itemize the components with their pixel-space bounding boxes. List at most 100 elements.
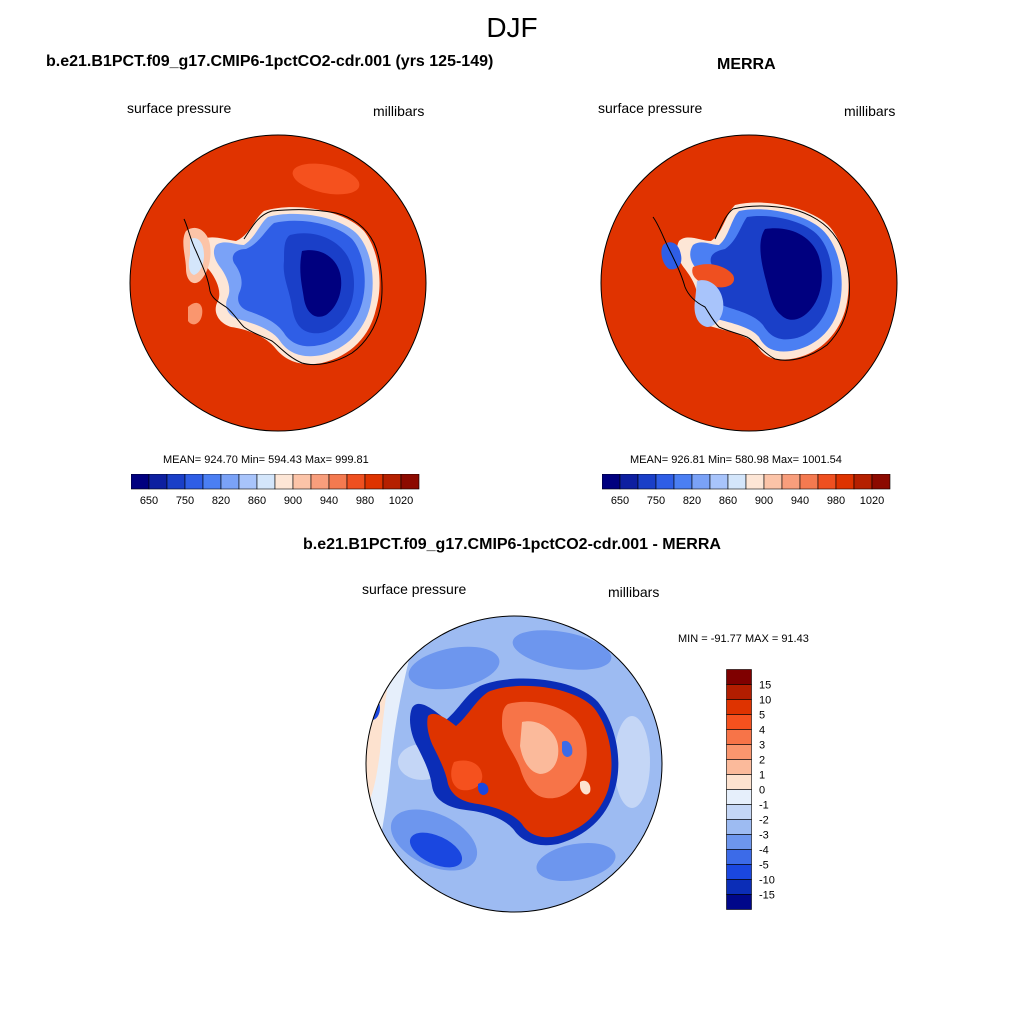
- colorbar-swatch: [835, 474, 855, 490]
- colorbar-swatch: [726, 774, 752, 790]
- colorbar-tick-label: 940: [791, 495, 809, 507]
- model-map: [129, 134, 427, 432]
- obs-antarctica-field: [661, 202, 849, 360]
- colorbar-swatch: [726, 759, 752, 775]
- model-panel-title: b.e21.B1PCT.f09_g17.CMIP6-1pctCO2-cdr.00…: [46, 53, 494, 70]
- colorbar-tick-label: 2: [759, 755, 765, 767]
- model-colorbar: 650 750 820 860 900 940 980 1020: [131, 474, 420, 507]
- colorbar-swatch: [726, 744, 752, 760]
- colorbar-tick-label: 750: [647, 495, 665, 507]
- colorbar-swatch: [131, 474, 150, 490]
- model-variable-label: surface pressure: [127, 100, 232, 116]
- model-coastline: [183, 209, 383, 366]
- model-antarctica-field: [183, 207, 380, 365]
- colorbar-swatch: [726, 714, 752, 730]
- colorbar-tick-label: 900: [755, 495, 773, 507]
- colorbar-tick-label: 0: [759, 785, 765, 797]
- colorbar-tick-label: 860: [719, 495, 737, 507]
- colorbar-swatch: [274, 474, 294, 490]
- colorbar-swatch: [726, 684, 752, 700]
- diff-units-label: millibars: [608, 584, 660, 600]
- colorbar-tick-label: 900: [284, 495, 302, 507]
- colorbar-tick-label: -1: [759, 800, 769, 812]
- colorbar-swatch: [726, 729, 752, 745]
- colorbar-swatch: [727, 474, 747, 490]
- obs-units-label: millibars: [844, 103, 896, 119]
- colorbar-swatch: [166, 474, 186, 490]
- colorbar-swatch: [853, 474, 873, 490]
- colorbar-tick-label: 15: [759, 680, 771, 692]
- obs-panel-title: MERRA: [717, 56, 776, 73]
- diff-antarctica-field: [427, 685, 612, 838]
- colorbar-tick-label: 980: [356, 495, 374, 507]
- obs-stats: MEAN= 926.81 Min= 580.98 Max= 1001.54: [630, 454, 842, 466]
- colorbar-swatch: [726, 879, 752, 895]
- colorbar-tick-label: -3: [759, 830, 769, 842]
- colorbar-swatch: [184, 474, 204, 490]
- colorbar-swatch: [220, 474, 240, 490]
- model-stats: MEAN= 924.70 Min= 594.43 Max= 999.81: [163, 454, 369, 466]
- colorbar-swatch: [148, 474, 168, 490]
- colorbar-swatch: [726, 699, 752, 715]
- obs-map: [600, 134, 898, 432]
- diff-stats: MIN = -91.77 MAX = 91.43: [678, 633, 809, 645]
- colorbar-swatch: [256, 474, 276, 490]
- colorbar-swatch: [691, 474, 711, 490]
- colorbar-tick-label: 650: [140, 495, 158, 507]
- colorbar-swatch: [619, 474, 639, 490]
- colorbar-swatch: [382, 474, 402, 490]
- colorbar-tick-label: -5: [759, 860, 769, 872]
- colorbar-tick-label: 5: [759, 710, 765, 722]
- model-map-border: [129, 134, 427, 432]
- colorbar-tick-label: 940: [320, 495, 338, 507]
- colorbar-swatch: [655, 474, 675, 490]
- colorbar-swatch: [726, 834, 752, 850]
- colorbar-tick-label: 650: [611, 495, 629, 507]
- obs-map-border: [600, 134, 898, 432]
- colorbar-swatch: [871, 474, 891, 490]
- colorbar-tick-label: 4: [759, 725, 765, 737]
- colorbar-tick-label: 3: [759, 740, 765, 752]
- colorbar-swatch: [400, 474, 420, 490]
- colorbar-swatch: [637, 474, 657, 490]
- colorbar-tick-label: 750: [176, 495, 194, 507]
- obs-colorbar: 650 750 820 860 900 940 980 1020: [602, 474, 891, 507]
- colorbar-swatch: [346, 474, 366, 490]
- colorbar-swatch: [726, 789, 752, 805]
- colorbar-swatch: [709, 474, 729, 490]
- colorbar-tick-label: 980: [827, 495, 845, 507]
- colorbar-swatch: [763, 474, 783, 490]
- colorbar-swatch: [726, 894, 752, 910]
- colorbar-swatch: [745, 474, 765, 490]
- diff-variable-label: surface pressure: [362, 581, 467, 597]
- diff-map-border: [365, 615, 663, 913]
- colorbar-tick-label: -15: [759, 890, 775, 902]
- colorbar-tick-label: 10: [759, 695, 771, 707]
- colorbar-swatch: [202, 474, 222, 490]
- colorbar-swatch: [292, 474, 312, 490]
- colorbar-tick-label: 860: [248, 495, 266, 507]
- colorbar-swatch: [726, 669, 752, 685]
- colorbar-swatch: [726, 864, 752, 880]
- main-title: DJF: [486, 12, 538, 43]
- diff-map: [365, 615, 663, 913]
- colorbar-swatch: [726, 819, 752, 835]
- model-units-label: millibars: [373, 103, 425, 119]
- colorbar-tick-label: -10: [759, 875, 775, 887]
- colorbar-tick-label: 820: [683, 495, 701, 507]
- colorbar-swatch: [310, 474, 330, 490]
- colorbar-swatch: [781, 474, 801, 490]
- colorbar-swatch: [817, 474, 837, 490]
- obs-variable-label: surface pressure: [598, 100, 703, 116]
- colorbar-tick-label: 820: [212, 495, 230, 507]
- diff-panel-title: b.e21.B1PCT.f09_g17.CMIP6-1pctCO2-cdr.00…: [303, 536, 721, 553]
- colorbar-tick-label: 1: [759, 770, 765, 782]
- colorbar-swatch: [726, 804, 752, 820]
- obs-coastline: [652, 205, 850, 361]
- colorbar-swatch: [328, 474, 348, 490]
- colorbar-swatch: [364, 474, 384, 490]
- colorbar-tick-label: -2: [759, 815, 769, 827]
- colorbar-swatch: [602, 474, 621, 490]
